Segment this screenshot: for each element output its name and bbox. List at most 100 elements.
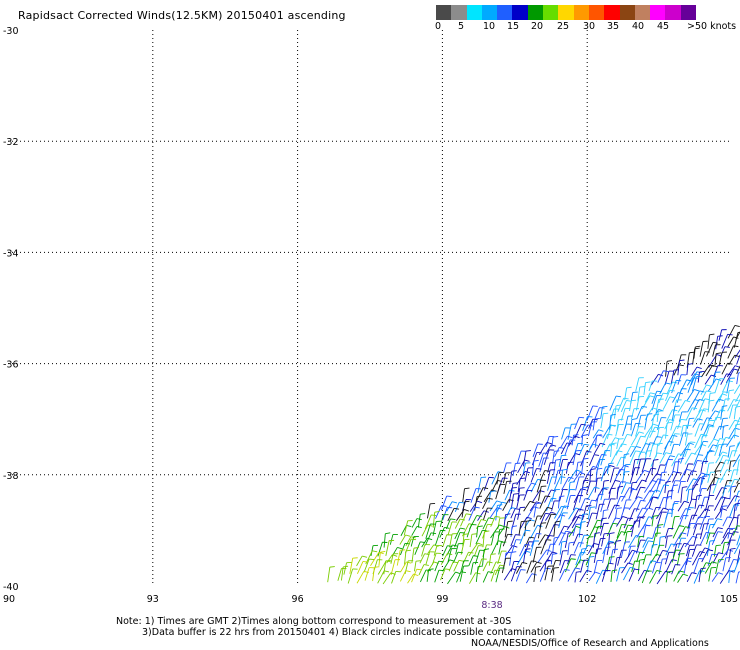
colorbar-labels: 0 5 10 15 20 25 30 35 40 45 >50 knots	[430, 21, 740, 35]
wind-barb	[662, 441, 669, 455]
wind-barb-flag	[706, 384, 712, 387]
wind-barb	[566, 495, 571, 510]
wind-barb	[592, 418, 596, 431]
wind-barb	[545, 436, 550, 448]
wind-barb	[621, 562, 629, 574]
wind-barb-flag	[495, 561, 501, 564]
wind-barb-flag	[420, 513, 426, 515]
wind-barb	[580, 424, 589, 438]
wind-barb-flag	[464, 509, 470, 512]
wind-barb	[475, 530, 483, 545]
wind-barb-flag	[385, 559, 391, 562]
wind-barb	[637, 570, 645, 582]
wind-barb-flag	[655, 489, 661, 492]
wind-barb	[533, 503, 537, 518]
wind-barb	[718, 391, 724, 403]
wind-barb-flag	[719, 438, 725, 440]
wind-barb-flag	[525, 529, 531, 532]
wind-barb-flag	[653, 515, 659, 517]
wind-barb	[656, 427, 660, 438]
wind-barb	[419, 569, 427, 583]
wind-barb	[587, 507, 591, 520]
wind-barb	[686, 364, 689, 376]
wind-barb	[642, 490, 651, 502]
wind-barb	[620, 507, 625, 519]
wind-barb	[699, 532, 707, 546]
wind-barb-flag	[579, 471, 585, 475]
wind-barb	[539, 495, 546, 509]
wind-barb	[453, 560, 460, 572]
wind-barb	[714, 508, 723, 520]
wind-barb	[656, 511, 663, 527]
wind-barb	[693, 409, 702, 423]
wind-barb-flag	[533, 506, 539, 509]
wind-barb	[461, 501, 465, 518]
wind-barb	[606, 542, 610, 556]
wind-barb	[538, 534, 546, 546]
wind-barb	[526, 560, 532, 574]
wind-barb-flag	[587, 544, 593, 547]
wind-barb	[656, 507, 664, 520]
wind-barb	[733, 384, 740, 394]
wind-barb	[426, 569, 430, 582]
wind-barb-flag	[640, 435, 646, 438]
wind-barb	[736, 515, 739, 531]
colorbar-segment	[543, 5, 559, 20]
wind-barb-flag	[445, 568, 451, 570]
wind-barb-flag	[362, 560, 368, 563]
wind-barb	[574, 572, 577, 583]
wind-barb-flag	[738, 482, 740, 484]
wind-barb	[687, 377, 694, 393]
wind-barb-flag	[621, 443, 627, 446]
wind-barb	[736, 365, 740, 374]
wind-barb	[474, 550, 481, 565]
wind-barb	[719, 570, 730, 584]
colorbar-segment	[588, 5, 605, 20]
wind-barb	[596, 538, 601, 555]
wind-barb-flag	[738, 514, 740, 516]
wind-barb	[551, 500, 555, 512]
wind-barb-flag	[618, 418, 624, 421]
wind-barb	[553, 522, 556, 537]
wind-barb-flag	[639, 386, 645, 388]
wind-barb	[575, 462, 579, 476]
wind-barb-flag	[578, 542, 584, 544]
wind-barb	[370, 552, 380, 566]
wind-barb	[462, 488, 465, 503]
wind-barb-flag	[597, 467, 603, 470]
wind-barb	[610, 443, 613, 457]
wind-barb	[684, 452, 692, 465]
wind-barb	[609, 395, 617, 411]
wind-barb-flag	[667, 421, 673, 424]
wind-barb	[399, 534, 406, 545]
wind-barb	[685, 478, 694, 492]
wind-barb	[501, 558, 507, 574]
wind-barb	[609, 549, 614, 564]
footer-notes: Note: 1) Times are GMT 2)Times along bot…	[0, 612, 740, 650]
wind-barb	[665, 390, 671, 402]
wind-barb-flag	[730, 547, 736, 550]
wind-barb-flag	[552, 551, 558, 554]
wind-barb	[476, 487, 484, 501]
wind-barb-flag	[724, 497, 730, 500]
wind-barb	[652, 533, 657, 548]
wind-barb-flag	[689, 351, 695, 354]
wind-barb-flag	[669, 389, 675, 392]
wind-barb-flag	[729, 445, 735, 447]
wind-barb-flag	[663, 507, 669, 510]
colorbar-label: 45	[657, 21, 670, 32]
colorbar-segment	[665, 5, 681, 20]
wind-barb-flag	[581, 547, 587, 550]
colorbar-segment	[634, 5, 651, 20]
wind-barb	[434, 570, 440, 583]
wind-barb-flag	[415, 560, 421, 562]
wind-barb-flag	[553, 436, 559, 438]
wind-barb-flag	[691, 452, 697, 455]
colorbar-label: 20	[531, 21, 544, 32]
wind-barb-flag	[716, 352, 722, 355]
wind-barb	[424, 532, 432, 546]
wind-barb	[694, 423, 701, 437]
wind-barb-flag	[569, 481, 576, 483]
wind-barb	[460, 539, 465, 555]
wind-barb-flag	[592, 465, 598, 469]
